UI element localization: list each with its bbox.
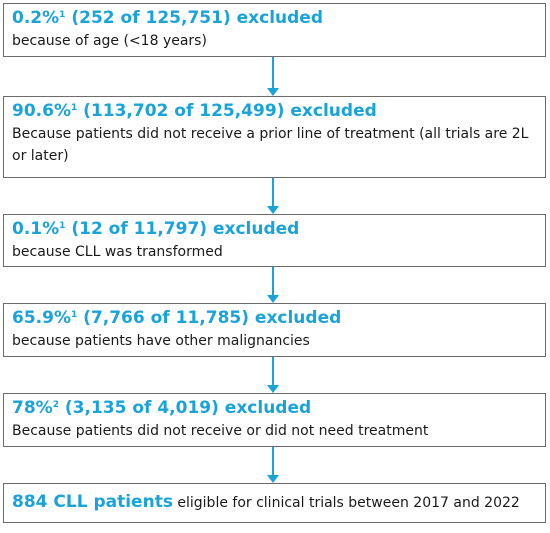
step-description: Because patients did not receive or did … [12, 423, 429, 439]
step-headline: 90.6%1 (113,702 of 125,499) excluded [12, 101, 377, 121]
exclusion-step-age: 0.2%1 (252 of 125,751) excluded because … [3, 3, 546, 57]
step-headline: 65.9%1 (7,766 of 11,785) excluded [12, 308, 342, 328]
eligible-count: 884 CLL patients [12, 492, 173, 512]
eligible-patients-box: 884 CLL patients eligible for clinical t… [3, 483, 546, 523]
exclusion-step-prior-treatment: 90.6%1 (113,702 of 125,499) excluded Bec… [3, 96, 546, 178]
exclusion-step-malignancies: 65.9%1 (7,766 of 11,785) excluded becaus… [3, 303, 546, 357]
step-headline: 0.2%1 (252 of 125,751) excluded [12, 8, 323, 28]
exclusion-step-transformed: 0.1%1 (12 of 11,797) excluded because CL… [3, 214, 546, 267]
step-description: because CLL was transformed [12, 244, 223, 260]
step-description: Because patients did not receive a prior… [12, 126, 529, 164]
eligible-description: eligible for clinical trials between 201… [172, 495, 520, 511]
step-description: because of age (<18 years) [12, 33, 207, 49]
step-headline: 78%2 (3,135 of 4,019) excluded [12, 398, 312, 418]
exclusion-step-no-treatment: 78%2 (3,135 of 4,019) excluded Because p… [3, 393, 546, 447]
step-description: because patients have other malignancies [12, 333, 310, 349]
step-headline: 0.1%1 (12 of 11,797) excluded [12, 219, 300, 239]
